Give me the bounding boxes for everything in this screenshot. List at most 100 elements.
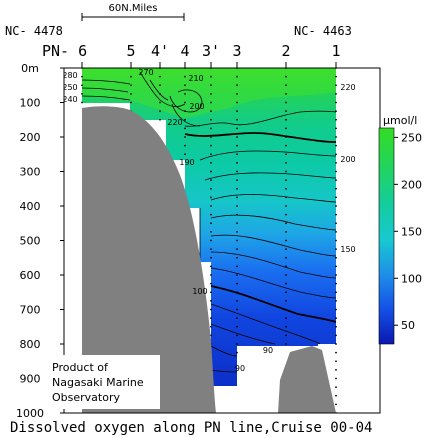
sample-point [285,127,287,130]
sample-point [236,170,238,173]
sample-point [210,179,212,182]
sample-point [335,222,337,225]
contour-label: 90 [263,346,273,355]
contour-label: 200 [340,155,355,164]
contour-label: 100 [192,287,207,296]
sample-point [184,144,186,147]
sample-point [81,75,83,78]
sample-point [130,92,132,95]
sample-point [130,101,132,104]
sample-point [285,170,287,173]
sample-point [236,187,238,190]
y-tick-label: 100 [20,97,41,110]
sample-point [210,222,212,225]
sample-point [184,110,186,113]
right-endpoint-label: NC- 4463 [294,24,352,38]
colorbar-gradient [378,127,395,345]
sample-point [236,75,238,78]
sample-point [159,110,161,113]
sample-point [335,101,337,104]
contour-label: 270 [138,68,153,77]
sample-point [285,265,287,268]
contour-label: 210 [188,74,203,83]
sample-point [210,265,212,268]
sample-point [285,334,287,337]
sample-point [236,84,238,87]
sample-point [236,265,238,268]
sample-point [335,144,337,147]
sample-point [285,118,287,121]
station-label: 5 [126,42,135,60]
sample-point [236,110,238,113]
sample-point [236,153,238,156]
sample-point [335,334,337,337]
sample-point [210,101,212,104]
sample-point [210,205,212,207]
sample-point [335,394,337,397]
sample-point [285,187,287,190]
sample-point [184,75,186,78]
contour-label: 220 [340,83,355,92]
sample-point [335,343,337,345]
sample-point [130,84,132,87]
sample-point [335,308,337,311]
y-tick-label: 400 [20,200,41,213]
sample-point [210,92,212,95]
contour-labels: 280 270 250 240 210 200 220 190 220 200 150 100 90 90 [62,68,356,373]
sample-point [335,403,337,406]
sample-point [184,118,186,121]
sample-point [335,118,337,121]
sample-point [159,92,161,95]
sample-point [285,153,287,156]
sample-point [335,360,337,363]
sample-point [210,248,212,251]
sample-point [335,239,337,242]
sample-point [335,325,337,328]
sample-point [210,291,212,294]
sample-point [236,136,238,138]
sample-point [184,127,186,130]
sample-point [285,213,287,216]
sample-point [285,239,287,242]
sample-point [335,110,337,113]
sample-point [130,75,132,78]
colorbar: µmol/l 250 200 150 100 50 [378,114,422,345]
y-tick-label: 300 [20,166,41,179]
sample-point [285,282,287,285]
sample-point [285,110,287,113]
sample-point [210,136,212,138]
sample-point [285,291,287,294]
sample-point [184,153,186,156]
chart-title: Dissolved oxygen along PN line,Cruise 00… [10,420,372,436]
station-label: 2 [281,42,290,60]
sample-point [236,308,238,311]
sample-point [159,84,161,87]
sample-point [236,351,238,354]
sample-point [285,161,287,164]
contour-label: 280 [62,71,77,80]
sample-point [159,118,161,121]
contour-label: 250 [62,83,77,92]
sample-point [335,75,337,78]
station-label: PN- 6 [42,42,87,60]
sample-point [285,248,287,251]
sample-point [285,196,287,199]
sample-point [285,75,287,78]
colorbar-tick-label: 150 [401,225,422,238]
sample-point [335,213,337,216]
sample-point [210,308,212,311]
sample-point [236,127,238,130]
sample-point [210,170,212,173]
sample-point [236,239,238,242]
sample-point [236,334,238,337]
sample-point [210,196,212,199]
sample-point [335,136,337,138]
contour-label: 190 [179,158,194,167]
sample-point [159,101,161,104]
sample-point [236,222,238,225]
sample-point [335,187,337,190]
sample-point [210,127,212,130]
sample-point [335,274,337,276]
sample-point [285,179,287,182]
